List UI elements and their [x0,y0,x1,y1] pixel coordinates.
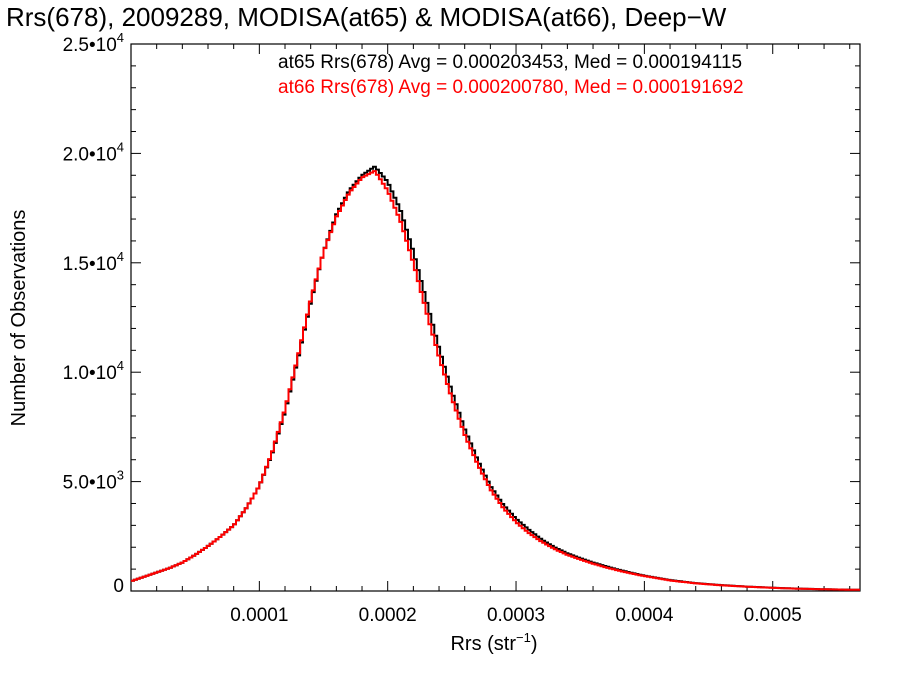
y-tick-label-5: 2.5•104 [63,30,124,56]
series-layer [131,165,860,591]
x-tick-label-4: 0.0005 [744,605,802,626]
legend-entry-at65: at65 Rrs(678) Avg = 0.000203453, Med = 0… [278,52,742,73]
y-tick-label-3: 1.5•104 [63,249,124,275]
x-tick-label-0: 0.0001 [230,605,288,626]
legend-entry-at66: at66 Rrs(678) Avg = 0.000200780, Med = 0… [278,77,744,98]
x-axis-label-close: ) [531,633,538,655]
x-tick-label-3: 0.0004 [615,605,674,626]
x-axis-label: Rrs (str−1) [450,630,537,655]
y-tick-label-2: 1.0•104 [63,358,124,384]
series-at66-line [131,170,860,591]
x-tick-label-2: 0.0003 [487,605,545,626]
series-at65-line [131,165,860,591]
chart-title: Rrs(678), 2009289, MODISA(at65) & MODISA… [6,2,727,32]
y-tick-label-4: 2.0•104 [63,139,124,165]
y-axis-label: Number of Observations [8,210,30,427]
y-tick-label-1: 5.0•103 [63,468,124,494]
x-axis-label-sup: −1 [516,630,531,645]
x-tick-label-1: 0.0002 [359,605,417,626]
x-axis-label-main: Rrs (str [450,633,516,655]
plot-frame [130,43,861,592]
axis-ticks: 0.0001 0.0002 0.0003 0.0004 0.0005 0 5.0•103 1.… [63,30,860,626]
y-tick-label-0: 0 [113,576,124,597]
